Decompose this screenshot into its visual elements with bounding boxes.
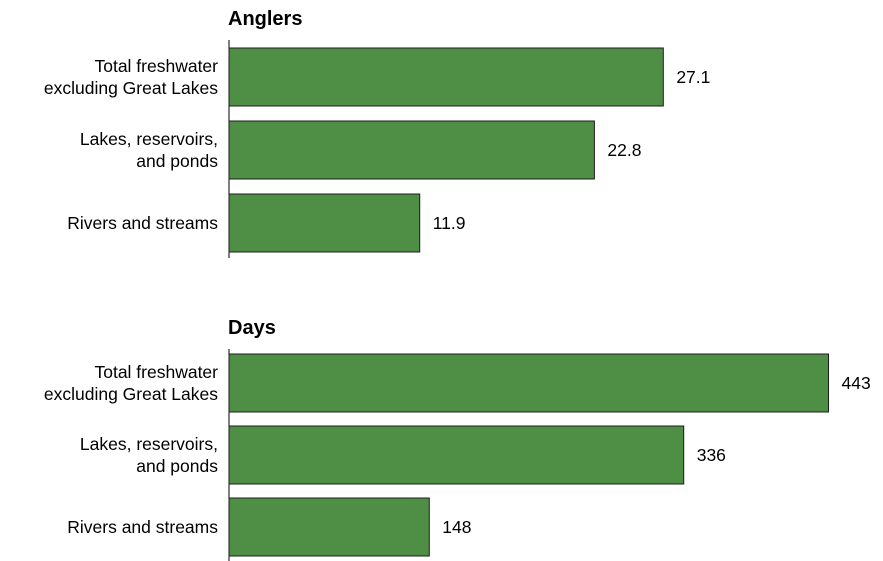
bar <box>228 353 830 413</box>
category-label: excluding Great Lakes <box>44 78 218 98</box>
value-label: 148 <box>442 517 471 537</box>
category-label: and ponds <box>136 456 218 476</box>
bar <box>228 425 685 485</box>
bar <box>228 193 421 253</box>
category-label: Rivers and streams <box>67 213 218 233</box>
category-label: Lakes, reservoirs, <box>80 434 218 454</box>
panel-title: Days <box>228 317 276 339</box>
category-label: and ponds <box>136 151 218 171</box>
value-label: 336 <box>697 445 726 465</box>
category-label: Total freshwater <box>94 362 218 382</box>
panel-title: Anglers <box>228 8 302 30</box>
category-label: Total freshwater <box>94 56 218 76</box>
value-label: 443 <box>842 373 871 393</box>
value-label: 22.8 <box>607 140 641 160</box>
bar <box>228 120 595 180</box>
category-label: excluding Great Lakes <box>44 384 218 404</box>
bar <box>228 47 664 107</box>
bar <box>228 497 430 557</box>
category-label: Lakes, reservoirs, <box>80 129 218 149</box>
category-label: Rivers and streams <box>67 517 218 537</box>
value-label: 27.1 <box>676 67 710 87</box>
value-label: 11.9 <box>433 213 466 233</box>
